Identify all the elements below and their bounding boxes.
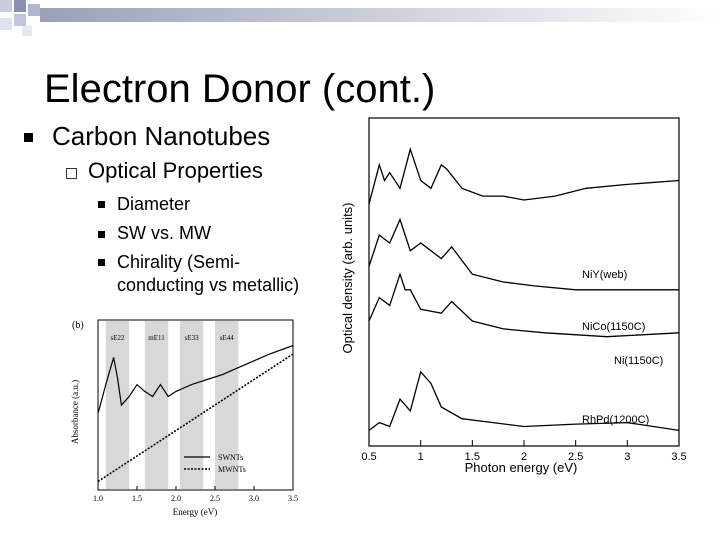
series-line-0 (368, 146, 680, 205)
hollow-square-bullet-icon (66, 168, 77, 179)
legend-swnts: SWNTs (218, 453, 243, 462)
curve-label-ni: Ni(1150C) (614, 355, 663, 367)
absorbance-chart: (b) sE22 mE11 sE33 sE44 1.0 1.5 2.0 2.5 3.0 3.5 … (70, 319, 298, 517)
bullet-carbon-nanotubes: Carbon Nanotubes (52, 121, 271, 151)
bullet-square-icon (24, 133, 33, 142)
legend-mwnts: MWNTs (218, 465, 246, 474)
band-shade (215, 321, 239, 489)
bullet-square-icon (98, 201, 105, 208)
sub-bullet-diameter: Diameter (117, 194, 191, 214)
x-tick-label: 3 (624, 451, 630, 463)
band-shade (144, 321, 169, 489)
x-tick-label: 2.5 (568, 451, 583, 463)
x-tick-label: 2.0 (171, 494, 181, 503)
band-shade (179, 321, 204, 489)
slide-title: Electron Donor (cont.) (44, 67, 436, 111)
x-tick-label: 2.5 (210, 494, 220, 503)
series-line-mwnts (97, 353, 294, 483)
x-tick-label: 0.5 (361, 451, 376, 463)
sub-bullet-chirality: Chirality (Semi- (117, 252, 241, 272)
curve-label-nico: NiCo(1150C) (582, 321, 645, 333)
y-axis-label: Absorbance (a.u.) (70, 380, 80, 444)
y-axis-label: Optical density (arb. units) (340, 202, 355, 353)
x-tick-label: 3.5 (288, 494, 298, 503)
x-tick-label: 1.5 (132, 494, 142, 503)
sub-bullet-chirality-cont: conducting vs metallic) (117, 275, 300, 295)
band-label: sE44 (220, 334, 235, 342)
curve-label-niy: NiY(web) (582, 269, 627, 281)
legend: SWNTs MWNTs (184, 453, 246, 474)
band-label: sE22 (111, 334, 126, 342)
series-line-1 (368, 217, 679, 291)
x-tick-label: 1.5 (465, 451, 480, 463)
x-tick-label: 2 (521, 451, 527, 463)
x-tick-label: 3.0 (249, 494, 259, 503)
sub-bullet-sw-vs-mw: SW vs. MW (117, 223, 211, 243)
bullet-square-icon (98, 231, 105, 238)
optical-density-chart: 0.5 1 1.5 2 2.5 3 3.5 Optical density (arb. un… (340, 117, 686, 475)
series-line-2 (368, 272, 680, 338)
series-line-swnts (97, 344, 294, 414)
x-tick-label: 1.0 (93, 494, 103, 503)
x-axis-label: Energy (eV) (173, 507, 218, 517)
x-tick-label: 3.5 (671, 451, 686, 463)
bullet-optical-properties: Optical Properties (88, 158, 263, 183)
x-axis-label: Photon energy (eV) (465, 460, 578, 475)
slide-header-decoration (0, 0, 720, 36)
series-line-3 (368, 370, 680, 432)
panel-label: (b) (72, 320, 84, 331)
band-label: sE33 (185, 334, 200, 342)
x-tick-label: 1 (418, 451, 424, 463)
curve-label-rhpd: RhPd(1200C) (582, 414, 649, 426)
bullet-square-icon (98, 259, 105, 266)
band-label: mE11 (148, 334, 165, 342)
